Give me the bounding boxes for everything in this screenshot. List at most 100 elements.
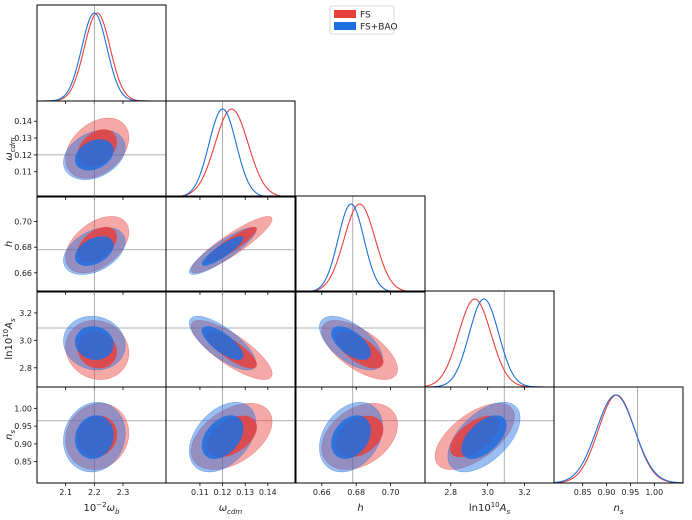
panel-omega_cdm-omega_b: 0.11 0.12 0.13 0.14 [14, 100, 167, 200]
contour-68-fs-bao [74, 415, 114, 460]
x-tick-label: 0.85 [574, 488, 592, 497]
panel-frame [165, 100, 296, 198]
y-tick-label: 0.11 [14, 168, 32, 177]
y-tick-label: 0.90 [14, 440, 32, 449]
contour-68-fs-bao [201, 326, 244, 361]
panel-content [296, 387, 425, 483]
panel-content [37, 291, 166, 387]
marginal-fs-bao [37, 12, 166, 101]
panel-ln10As-h [295, 290, 426, 390]
marginal-fs-bao [554, 394, 683, 483]
y-tick-label: 1.00 [14, 404, 32, 413]
x-tick-label: 0.70 [382, 488, 400, 497]
panel-content [37, 387, 166, 483]
panel-omega_cdm-omega_cdm [165, 100, 296, 200]
x-tick-label: 2.3 [117, 488, 130, 497]
panel-content [37, 101, 166, 197]
x-tick-label: 0.66 [313, 488, 331, 497]
panel-content [554, 387, 683, 483]
marginal-fs-bao [425, 298, 554, 387]
x-tick-label: 0.12 [214, 488, 232, 497]
y-tick-label: 0.95 [14, 422, 32, 431]
y-axis-label-omega_cdm: ωcdm [4, 137, 17, 161]
panel-ns-h: 0.66 0.68 0.70 [295, 386, 426, 497]
x-tick-label: 0.11 [191, 488, 209, 497]
panel-content [425, 387, 554, 483]
contour-68-fs-bao [461, 415, 507, 459]
contour-68-fs-bao [74, 326, 114, 361]
y-tick-label: 0.70 [14, 218, 32, 227]
panel-omega_b-omega_b [36, 4, 167, 104]
x-tick-label: 0.14 [259, 488, 277, 497]
y-axis-label-ln10As: ln1010As [2, 318, 17, 360]
marginal-fs-bao [296, 203, 425, 292]
panel-frame [165, 386, 296, 484]
y-tick-label: 2.8 [19, 364, 32, 373]
panel-ns-omega_cdm: 0.11 0.12 0.13 0.14 [165, 386, 296, 497]
y-tick-label: 0.14 [14, 117, 32, 126]
panel-ns-omega_b: 2.1 2.2 2.3 0.85 0.90 0.95 1.00 [14, 386, 167, 497]
panel-content [166, 291, 295, 387]
panel-content [166, 196, 295, 292]
marginal-fs [166, 108, 295, 197]
panel-content [425, 291, 554, 387]
marginal-fs [554, 394, 683, 483]
contour-68-fs-bao [74, 236, 114, 266]
x-axis-label-omega_cdm: ωcdm [219, 503, 243, 516]
panel-h-omega_cdm [165, 195, 296, 295]
panel-ln10As-ln10As [424, 290, 555, 390]
x-axis-label-h: h [357, 503, 363, 514]
panel-ns-ln10As: 2.8 3.0 3.2 [424, 386, 555, 497]
x-tick-label: 0.95 [622, 488, 640, 497]
marginal-fs-bao [166, 108, 295, 197]
contour-68-fs-bao [331, 326, 371, 361]
panel-ln10As-omega_b: 2.8 3.0 3.2 [19, 290, 167, 390]
marginal-fs [425, 298, 554, 387]
y-axis-label-ns: ns [4, 430, 17, 440]
panel-content [296, 196, 425, 292]
panel-content [37, 5, 166, 101]
y-tick-label: 3.2 [19, 309, 32, 318]
panel-content [166, 101, 295, 197]
legend-label-fs-bao: FS+BAO [360, 23, 398, 33]
y-axis-label-h: h [4, 241, 15, 247]
panel-content [166, 387, 295, 483]
x-tick-label: 2.8 [444, 488, 457, 497]
panel-frame [553, 386, 684, 484]
legend: FS FS+BAO [329, 5, 398, 35]
x-axis-label-omega_b: 10−2ωb [84, 501, 120, 516]
y-tick-label: 3.0 [19, 336, 32, 345]
x-tick-label: 3.2 [518, 488, 531, 497]
x-tick-label: 1.00 [645, 488, 663, 497]
legend-label-fs: FS [360, 11, 371, 21]
marginal-fs [296, 203, 425, 292]
x-tick-label: 2.2 [88, 488, 101, 497]
legend-swatch-fs [334, 10, 356, 18]
y-tick-label: 0.66 [14, 269, 32, 278]
panel-frame [165, 195, 296, 293]
y-tick-label: 0.85 [14, 458, 32, 467]
panel-h-omega_b: 0.66 0.68 0.70 [14, 195, 167, 295]
panel-frame [295, 195, 426, 293]
panel-h-h [295, 195, 426, 295]
contour-68-fs-bao [331, 415, 371, 459]
x-axis-label-ln10As: ln1010As [469, 501, 511, 516]
x-axis-label-ns: ns [614, 503, 624, 516]
contour-68-fs-bao [201, 236, 244, 266]
contour-68-fs-bao [201, 415, 244, 459]
y-tick-label: 0.12 [14, 151, 32, 160]
y-tick-label: 0.13 [14, 134, 32, 143]
panel-content [296, 291, 425, 387]
panel-content [37, 196, 166, 292]
legend-swatch-fs-bao [334, 22, 356, 30]
panel-frame [36, 4, 167, 102]
panel-ln10As-omega_cdm [165, 290, 296, 390]
panel-ns-ns: 0.85 0.90 0.95 1.00 [553, 386, 684, 497]
x-tick-label: 0.90 [598, 488, 616, 497]
y-tick-label: 0.68 [14, 243, 32, 252]
contour-68-fs-bao [74, 139, 114, 171]
x-tick-label: 3.0 [481, 488, 494, 497]
x-tick-label: 0.13 [236, 488, 254, 497]
